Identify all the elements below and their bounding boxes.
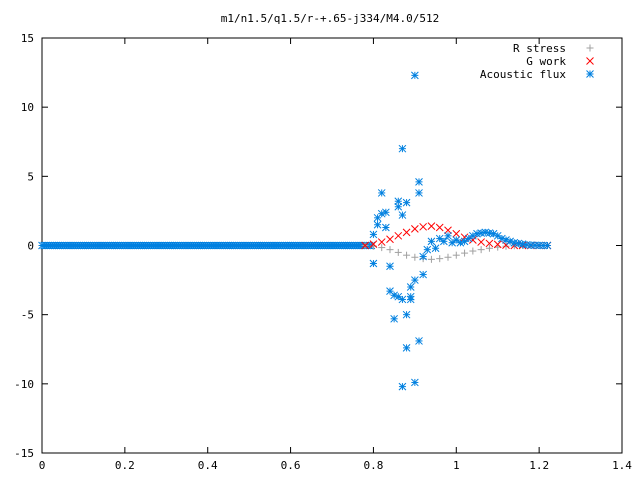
acoustic-flux-point: [411, 276, 419, 284]
acoustic-flux-point: [415, 178, 423, 186]
chart-title: m1/n1.5/q1.5/r-+.65-j334/M4.0/512: [221, 12, 440, 25]
acoustic-flux-point: [423, 245, 432, 254]
acoustic-flux-point: [415, 337, 423, 345]
acoustic-flux-point: [431, 244, 440, 253]
acoustic-flux-point: [369, 259, 378, 268]
acoustic-flux-point: [406, 292, 415, 301]
acoustic-flux-point: [382, 208, 390, 217]
r-stress-point: [411, 253, 419, 261]
x-tick-label: 0.8: [363, 459, 383, 472]
acoustic-flux-point: [444, 231, 452, 240]
x-tick-label: 0: [39, 459, 46, 472]
r-stress-point: [386, 246, 394, 254]
r-stress-point: [444, 253, 452, 261]
g-work-point: [419, 222, 427, 231]
r-stress-point: [485, 244, 493, 252]
g-work-point: [386, 235, 394, 244]
y-tick-label: 5: [27, 170, 34, 183]
x-tick-label: 0.4: [198, 459, 218, 472]
acoustic-flux-point: [402, 344, 411, 352]
acoustic-flux-point: [386, 262, 394, 271]
x-tick-label: 1: [453, 459, 460, 472]
plot-area: [38, 71, 552, 391]
acoustic-flux-point: [419, 270, 427, 279]
acoustic-flux-point: [382, 223, 390, 232]
g-work-point: [402, 228, 411, 237]
g-work-point: [477, 238, 485, 246]
x-tick-label: 0.6: [281, 459, 301, 472]
acoustic-flux-point: [440, 237, 448, 246]
r-stress-point: [378, 244, 386, 252]
y-tick-label: 15: [21, 32, 34, 45]
acoustic-flux-point: [419, 252, 427, 261]
g-work-point: [452, 229, 461, 238]
acoustic-flux-point: [398, 211, 407, 219]
acoustic-flux-point: [415, 189, 423, 197]
acoustic-flux-point: [411, 378, 419, 387]
acoustic-flux-point: [369, 230, 378, 239]
g-work-point: [493, 240, 502, 249]
acoustic-flux-point: [411, 71, 419, 80]
r-stress-point: [403, 251, 411, 259]
r-stress-point: [427, 255, 435, 263]
acoustic-flux-point: [498, 234, 506, 243]
r-stress-point: [452, 251, 460, 259]
acoustic-flux-point: [435, 234, 444, 243]
acoustic-flux-point: [373, 220, 382, 229]
x-tick-label: 1.4: [612, 459, 632, 472]
legend-label: G work: [526, 55, 566, 68]
legend-label: R stress: [513, 42, 566, 55]
legend-marker: [586, 44, 594, 52]
y-tick-label: 0: [27, 240, 34, 253]
g-work-point: [485, 239, 494, 248]
g-work-point: [444, 226, 452, 235]
y-tick-label: -10: [14, 378, 34, 391]
acoustic-flux-point: [406, 283, 415, 291]
x-tick-label: 0.2: [115, 459, 135, 472]
acoustic-flux-point: [460, 237, 469, 246]
acoustic-flux-point: [394, 202, 403, 211]
acoustic-flux-point: [398, 295, 407, 304]
x-tick-label: 1.2: [529, 459, 549, 472]
acoustic-flux-point: [402, 310, 411, 319]
g-work-point: [361, 241, 369, 250]
r-stress-point: [502, 242, 510, 250]
acoustic-flux-point: [394, 292, 403, 301]
g-work-point: [435, 223, 444, 232]
legend-marker: [586, 57, 594, 65]
axes: 0 0.2 0.4 0.6 0.8 1 1.2 1.4 -15 -10 -5 0 5 10 15: [14, 32, 632, 472]
acoustic-flux-point: [543, 241, 552, 250]
y-tick-label: 10: [21, 101, 34, 114]
g-work-point: [411, 225, 419, 233]
g-work-point: [394, 231, 403, 240]
g-work-point: [377, 238, 386, 246]
acoustic-flux-point: [398, 382, 407, 391]
acoustic-flux-point: [402, 198, 411, 207]
r-stress-point: [436, 255, 444, 263]
acoustic-flux-point: [398, 144, 407, 153]
legend-marker: [586, 70, 594, 78]
acoustic-flux-point: [514, 239, 523, 248]
r-stress-point: [394, 248, 402, 256]
g-work-point: [427, 222, 436, 230]
r-stress-point: [461, 249, 469, 257]
y-tick-label: -15: [14, 447, 34, 460]
y-tick-label: -5: [21, 309, 34, 322]
acoustic-flux-point: [427, 237, 436, 246]
g-work-point: [369, 240, 378, 248]
acoustic-flux-point: [390, 314, 398, 323]
r-stress-point: [477, 246, 485, 254]
legend-label: Acoustic flux: [480, 68, 566, 81]
r-stress-point: [469, 247, 477, 255]
acoustic-flux-point: [377, 189, 386, 197]
